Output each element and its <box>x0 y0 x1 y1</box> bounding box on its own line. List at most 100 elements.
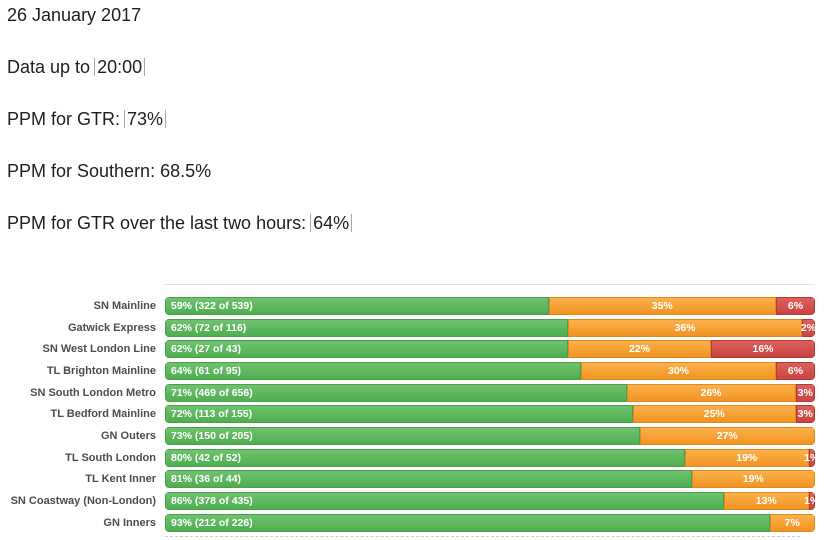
data-up-to-label: Data up to <box>7 57 91 77</box>
chart-row: SN Coastway (Non-London) 86% (378 of 435… <box>0 490 815 512</box>
on-time-value: 59% (322 of 539) <box>171 299 253 312</box>
on-time-value: 86% (378 of 435) <box>171 495 253 508</box>
chart-row: TL Kent Inner 81% (36 of 44) 19% <box>0 469 815 491</box>
chart-rows: SN Mainline 59% (322 of 539) 35% 6% Gatw… <box>0 295 815 534</box>
chart-row: SN South London Metro 71% (469 of 656) 2… <box>0 382 815 404</box>
late-value: 26% <box>700 386 722 399</box>
very-late-value: 3% <box>797 408 813 421</box>
row-label: Gatwick Express <box>67 321 156 334</box>
bar-segment-very-late: 6% <box>776 361 815 380</box>
late-value: 30% <box>667 364 689 377</box>
stacked-bar: 93% (212 of 226) 7% <box>165 513 815 532</box>
late-value: 35% <box>651 299 673 312</box>
bar-segment-on-time: 72% (113 of 155) <box>165 405 633 424</box>
bar-segment-on-time: 93% (212 of 226) <box>165 513 770 532</box>
stacked-bar: 64% (61 of 95) 30% 6% <box>165 361 815 380</box>
bar-segment-on-time: 86% (378 of 435) <box>165 492 724 511</box>
bar-segment-late: 26% <box>626 383 796 402</box>
stacked-bar: 81% (36 of 44) 19% <box>165 470 815 489</box>
chart-row: TL South London 80% (42 of 52) 19% 1% <box>0 447 815 469</box>
on-time-value: 71% (469 of 656) <box>171 386 253 399</box>
row-label: TL South London <box>65 451 156 464</box>
bar-segment-very-late: 3% <box>795 405 815 424</box>
bar-segment-very-late: 2% <box>800 318 815 337</box>
bar-segment-late: 13% <box>724 492 809 511</box>
bar-segment-very-late: 16% <box>711 340 815 359</box>
chart-row: GN Outers 73% (150 of 205) 27% <box>0 425 815 447</box>
on-time-value: 72% (113 of 155) <box>171 408 253 421</box>
bar-segment-late: 27% <box>639 426 815 445</box>
late-value: 13% <box>755 495 777 508</box>
late-value: 22% <box>628 343 650 356</box>
late-value: 7% <box>784 516 800 529</box>
bar-segment-late: 19% <box>691 470 815 489</box>
stacked-bar: 72% (113 of 155) 25% 3% <box>165 405 815 424</box>
ppm-southern-line: PPM for Southern: 68.5% <box>7 161 212 181</box>
ppm-gtr-line: PPM for GTR: 73% <box>7 110 830 128</box>
bar-segment-very-late: 6% <box>776 296 815 315</box>
ppm-gtr-label: PPM for GTR: <box>7 109 121 129</box>
ppm-gtr-field[interactable]: 73% <box>124 110 167 128</box>
row-label: TL Kent Inner <box>85 473 156 486</box>
very-late-value: 3% <box>797 386 813 399</box>
very-late-value: 2% <box>800 321 815 334</box>
ppm-gtr-2h-label: PPM for GTR over the last two hours: <box>7 213 307 233</box>
ppm-gtr-2h-line: PPM for GTR over the last two hours: 64% <box>7 214 830 232</box>
stacked-bar: 62% (27 of 43) 22% 16% <box>165 340 815 359</box>
on-time-value: 93% (212 of 226) <box>171 516 253 529</box>
chart-row: GN Inners 93% (212 of 226) 7% <box>0 512 815 534</box>
row-label: TL Bedford Mainline <box>50 408 156 421</box>
bar-segment-very-late: 3% <box>795 383 815 402</box>
bar-segment-late: 25% <box>633 405 796 424</box>
late-value: 19% <box>742 473 764 486</box>
chart-row: TL Bedford Mainline 72% (113 of 155) 25%… <box>0 403 815 425</box>
chart-row: Gatwick Express 62% (72 of 116) 36% 2% <box>0 317 815 339</box>
bar-segment-on-time: 73% (150 of 205) <box>165 426 640 445</box>
report-header: 26 January 2017 Data up to 20:00 PPM for … <box>0 0 830 232</box>
bar-segment-on-time: 81% (36 of 44) <box>165 470 692 489</box>
row-label: GN Outers <box>100 429 156 442</box>
stacked-bar: 62% (72 of 116) 36% 2% <box>165 318 815 337</box>
stacked-bar: 80% (42 of 52) 19% 1% <box>165 448 815 467</box>
on-time-value: 80% (42 of 52) <box>171 451 242 464</box>
stacked-bar: 73% (150 of 205) 27% <box>165 426 815 445</box>
row-label: SN Mainline <box>93 299 156 312</box>
very-late-value: 1% <box>804 451 815 464</box>
chart-row: TL Brighton Mainline 64% (61 of 95) 30% … <box>0 360 815 382</box>
bar-segment-late: 36% <box>568 318 802 337</box>
chart-bottom-border <box>165 535 800 537</box>
on-time-value: 81% (36 of 44) <box>171 473 242 486</box>
bar-segment-late: 30% <box>581 361 776 380</box>
very-late-value: 16% <box>752 343 774 356</box>
bar-segment-very-late: 1% <box>804 448 815 467</box>
on-time-value: 62% (27 of 43) <box>171 343 242 356</box>
stacked-bar: 71% (469 of 656) 26% 3% <box>165 383 815 402</box>
very-late-value: 6% <box>787 299 804 312</box>
report-date: 26 January 2017 <box>7 5 142 25</box>
bar-segment-late: 35% <box>548 296 776 315</box>
data-up-to-field[interactable]: 20:00 <box>94 58 146 76</box>
very-late-value: 6% <box>787 364 804 377</box>
stacked-bar: 86% (378 of 435) 13% 1% <box>165 492 815 511</box>
bar-segment-on-time: 62% (27 of 43) <box>165 340 568 359</box>
very-late-value: 1% <box>804 495 815 508</box>
data-up-to-line: Data up to 20:00 <box>7 58 830 76</box>
row-label: SN South London Metro <box>30 386 156 399</box>
late-value: 25% <box>703 408 725 421</box>
stacked-bar: 59% (322 of 539) 35% 6% <box>165 296 815 315</box>
chart-top-border <box>165 284 815 285</box>
bar-segment-late: 7% <box>769 513 815 532</box>
bar-segment-on-time: 80% (42 of 52) <box>165 448 685 467</box>
row-label: SN West London Line <box>42 343 156 356</box>
on-time-value: 64% (61 of 95) <box>171 364 242 377</box>
bar-segment-late: 19% <box>685 448 809 467</box>
late-value: 36% <box>674 321 696 334</box>
late-value: 27% <box>716 429 738 442</box>
chart-row: SN West London Line 62% (27 of 43) 22% 1… <box>0 338 815 360</box>
ppm-stacked-bar-chart: SN Mainline 59% (322 of 539) 35% 6% Gatw… <box>0 284 830 537</box>
on-time-value: 62% (72 of 116) <box>171 321 247 334</box>
bar-segment-on-time: 59% (322 of 539) <box>165 296 549 315</box>
on-time-value: 73% (150 of 205) <box>171 429 253 442</box>
ppm-gtr-2h-field[interactable]: 64% <box>310 214 353 232</box>
